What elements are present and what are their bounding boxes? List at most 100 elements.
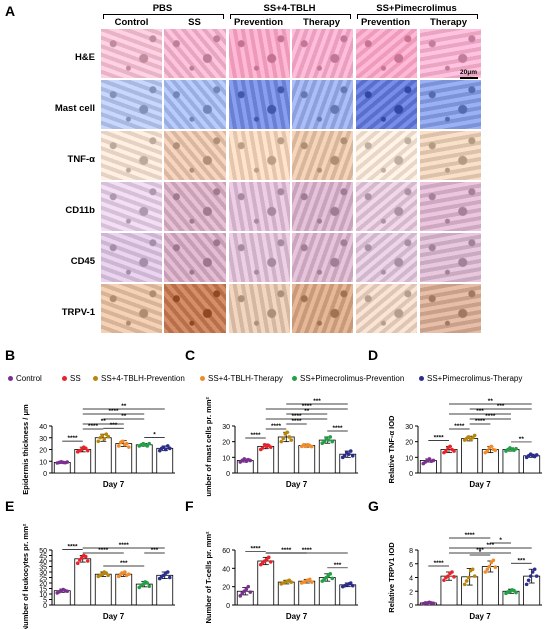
- significance-label: ****: [271, 423, 282, 430]
- data-point: [514, 446, 518, 451]
- significance-label: *: [499, 537, 502, 544]
- data-point: [448, 444, 452, 449]
- y-tick-label: 5: [43, 598, 47, 605]
- micrograph-mast-cell-3: [227, 79, 291, 130]
- bar: [94, 573, 112, 606]
- data-point: [346, 452, 351, 456]
- significance-label: ****: [250, 432, 261, 439]
- data-point: [350, 583, 355, 588]
- subheader-tblh-therapy: Therapy: [303, 17, 340, 28]
- data-point: [120, 439, 125, 444]
- legend-dot: [419, 376, 424, 382]
- data-point: [530, 570, 535, 574]
- legend-label: SS+Pimecrolimus-Prevention: [300, 374, 405, 383]
- legend-dot: [200, 376, 205, 382]
- legend-dot: [292, 376, 297, 382]
- micrograph-trpv1-6: [418, 283, 482, 334]
- legend-label: Control: [16, 374, 42, 383]
- bar: [298, 445, 316, 474]
- row-label-mast-cell: Mast cell: [54, 103, 95, 114]
- micrograph-mast-cell-1: [100, 79, 164, 130]
- row-label-cd11b: CD11b: [65, 205, 95, 216]
- y-tick-label: 20: [405, 440, 413, 447]
- micrograph-he-2: [163, 28, 227, 79]
- data-point: [106, 573, 111, 578]
- legend-item-tblh-therapy: SS+4-TBLH-Therapy: [200, 374, 283, 383]
- significance-label: ***: [110, 422, 118, 429]
- data-point: [248, 590, 253, 594]
- data-point: [167, 575, 172, 580]
- data-point: [147, 441, 152, 446]
- subheader-ss: SS: [188, 17, 201, 28]
- data-point: [98, 435, 103, 440]
- data-point: [161, 445, 166, 449]
- micrograph-mast-cell-2: [163, 79, 227, 130]
- data-point: [326, 438, 331, 442]
- data-point: [462, 582, 467, 587]
- y-axis-label: Number of T-cells pr. mm²: [204, 531, 213, 624]
- data-point: [83, 446, 88, 451]
- row-label-trpv1: TRPV-1: [61, 307, 95, 318]
- data-point: [106, 434, 111, 439]
- row-label-cd45: CD45: [70, 256, 95, 267]
- significance-label: **: [101, 418, 107, 425]
- legend-dot: [8, 376, 13, 382]
- micrograph-mast-cell-4: [290, 79, 355, 130]
- bar: [115, 573, 133, 606]
- data-point: [485, 449, 490, 453]
- significance-label: **: [121, 403, 127, 410]
- data-point: [126, 445, 131, 449]
- data-point: [85, 448, 90, 453]
- data-point: [75, 561, 80, 565]
- y-axis-label: Epidermis thickness / μm: [21, 404, 30, 495]
- significance-label: ***: [518, 557, 526, 564]
- data-point: [452, 449, 456, 453]
- data-point: [444, 449, 448, 453]
- data-point: [350, 453, 355, 458]
- data-point: [328, 572, 333, 576]
- data-point: [485, 567, 490, 572]
- data-point: [167, 446, 172, 451]
- significance-label: ***: [151, 547, 159, 554]
- y-tick-label: 10: [405, 455, 413, 462]
- x-axis-label: Day 7: [469, 612, 491, 621]
- micrograph-trpv1-4: [290, 283, 355, 334]
- y-axis-label: Number of mast cells pr. mm²: [204, 396, 213, 497]
- data-point: [157, 448, 162, 453]
- data-point: [330, 439, 335, 444]
- data-point: [466, 435, 471, 439]
- significance-label: ***: [334, 562, 342, 569]
- legend-label: SS: [70, 374, 81, 383]
- significance-label: ***: [120, 560, 128, 567]
- data-point: [268, 445, 273, 449]
- legend: Control SS SS+4-TBLH-Prevention SS+4-TBL…: [0, 374, 550, 386]
- significance-label: ****: [119, 542, 130, 549]
- y-tick-label: 45: [39, 554, 47, 561]
- y-tick-label: 10: [39, 592, 47, 599]
- subheader-pime-prevention: Prevention: [360, 17, 411, 28]
- legend-label: SS+4-TBLH-Therapy: [208, 374, 283, 383]
- group-header-pbs: PBS: [152, 3, 173, 14]
- micrograph-he-5: [355, 28, 419, 79]
- group-header-tblh: SS+4-TBLH: [263, 3, 316, 14]
- micrograph-he-4: [290, 28, 355, 79]
- micrograph-cd11b-5: [355, 181, 419, 232]
- data-point: [464, 579, 469, 583]
- panel-letter-a: A: [5, 3, 16, 19]
- data-point: [431, 601, 436, 606]
- bar: [318, 439, 336, 474]
- data-point: [452, 575, 456, 579]
- data-point: [493, 565, 498, 569]
- y-axis-label: Relative TRPV1 IOD: [387, 542, 396, 613]
- data-point: [442, 578, 446, 583]
- significance-label: **: [488, 398, 494, 405]
- data-point: [96, 439, 101, 444]
- y-tick-label: 35: [39, 565, 47, 572]
- significance-label: ***: [313, 398, 321, 405]
- chart-t-cells: 0 20 40 60 Number of T-cells pr. mm² Day 7 ***…: [204, 531, 358, 624]
- y-tick-label: 6: [409, 562, 413, 569]
- data-point: [528, 574, 533, 578]
